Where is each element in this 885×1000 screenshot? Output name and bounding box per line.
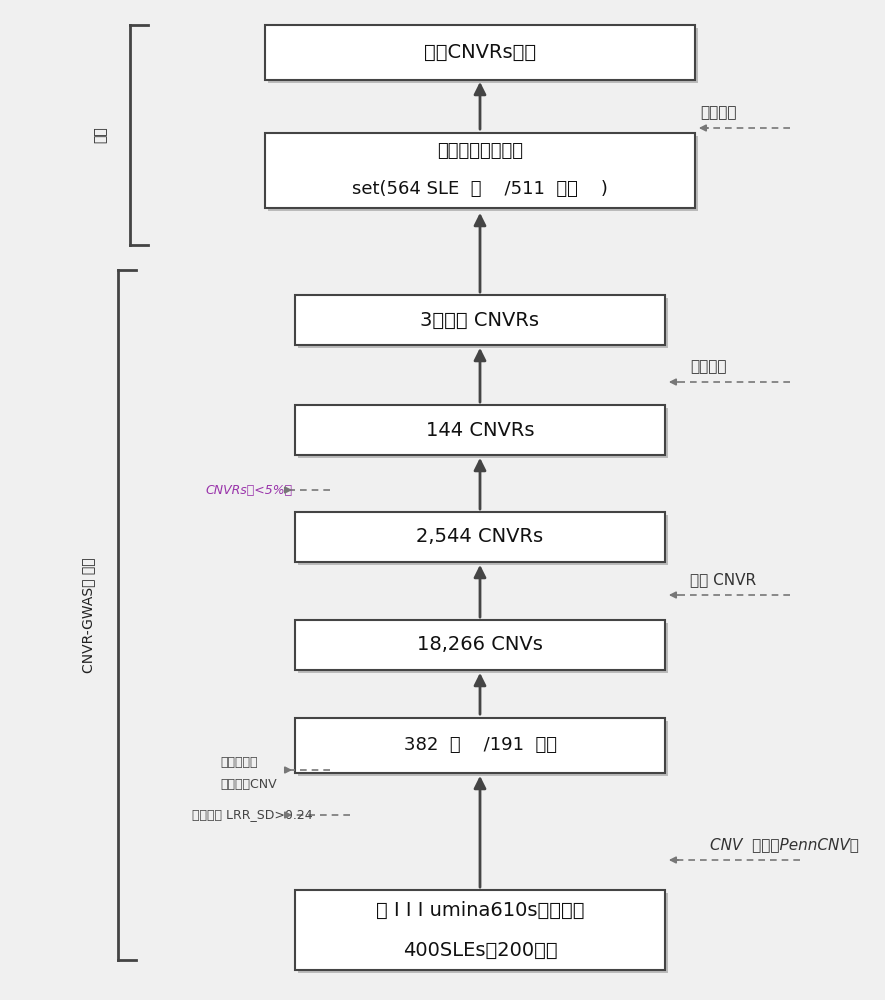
FancyBboxPatch shape [298, 408, 668, 458]
Text: 重要CNVRs确认: 重要CNVRs确认 [424, 42, 536, 62]
Text: CNVR-GWAS（ 发现: CNVR-GWAS（ 发现 [81, 557, 95, 673]
Text: CNV  判读（PennCNV）: CNV 判读（PennCNV） [710, 838, 858, 852]
Text: 18,266 CNVs: 18,266 CNVs [417, 636, 543, 654]
FancyBboxPatch shape [295, 718, 665, 772]
Text: 复制: 复制 [93, 127, 107, 143]
Text: 382  例    /191  对照: 382 例 /191 对照 [404, 736, 557, 754]
Text: 3个重要 CNVRs: 3个重要 CNVRs [420, 310, 540, 330]
FancyBboxPatch shape [298, 623, 668, 673]
Text: 主体显示 LRR_SD>0.24: 主体显示 LRR_SD>0.24 [192, 808, 312, 822]
FancyBboxPatch shape [298, 515, 668, 565]
FancyBboxPatch shape [295, 620, 665, 670]
Text: CNVRs（<5%）: CNVRs（<5%） [205, 484, 292, 496]
Text: 逻辑回归: 逻辑回归 [700, 105, 736, 120]
Text: set(564 SLE  例    /511  对照    ): set(564 SLE 例 /511 对照 ) [352, 180, 608, 198]
FancyBboxPatch shape [298, 720, 668, 776]
FancyBboxPatch shape [268, 135, 698, 211]
Text: 逻辑回归: 逻辑回归 [690, 360, 727, 374]
Text: 判读的极频: 判读的极频 [220, 756, 258, 768]
FancyBboxPatch shape [268, 27, 698, 83]
Text: 2,544 CNVRs: 2,544 CNVRs [417, 528, 543, 546]
FancyBboxPatch shape [298, 298, 668, 348]
FancyBboxPatch shape [295, 890, 665, 970]
FancyBboxPatch shape [295, 405, 665, 455]
FancyBboxPatch shape [295, 295, 665, 345]
Text: 144 CNVRs: 144 CNVRs [426, 420, 535, 440]
Text: 确定 CNVR: 确定 CNVR [690, 572, 756, 587]
FancyBboxPatch shape [265, 132, 695, 208]
FancyBboxPatch shape [295, 512, 665, 562]
FancyBboxPatch shape [265, 24, 695, 80]
Text: 400SLEs和200对照: 400SLEs和200对照 [403, 940, 558, 960]
Text: 主体显示CNV: 主体显示CNV [220, 778, 277, 792]
FancyBboxPatch shape [298, 893, 668, 973]
Text: 在独立集复制分析: 在独立集复制分析 [437, 142, 523, 160]
Text: 用 I I I umina610s的基因型: 用 I I I umina610s的基因型 [376, 900, 584, 920]
